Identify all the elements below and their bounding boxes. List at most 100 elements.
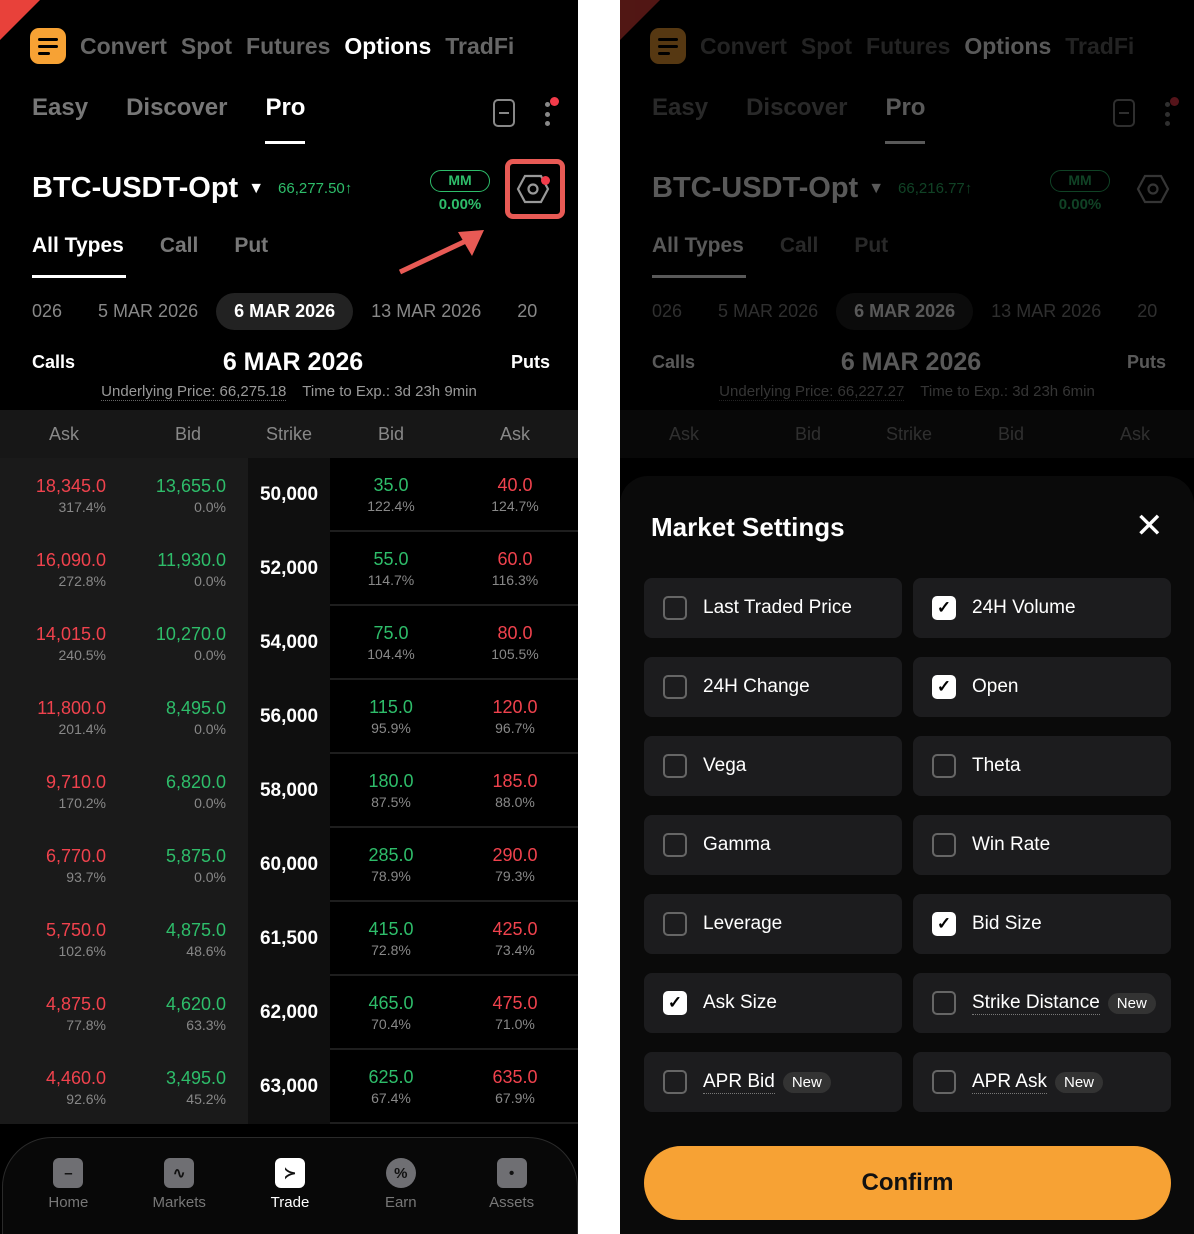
dimmed-background[interactable]: Convert Spot Futures Options TradFi Easy Disco… [620, 0, 1194, 1234]
put-bid[interactable]: 285.0 78.9% [330, 828, 452, 900]
tab-call[interactable]: Call [779, 234, 819, 257]
checkbox[interactable] [663, 675, 687, 699]
underlying-price[interactable]: Underlying Price: 66,227.27 [719, 383, 905, 401]
expiry-date-tab[interactable]: 20 [1137, 301, 1158, 321]
top-nav-tradfi[interactable]: TradFi [445, 32, 515, 59]
call-side[interactable]: 4,875.0 77.8% 4,620.0 63.3% [0, 976, 248, 1050]
put-side[interactable]: 285.0 78.9% 290.0 79.3% [330, 828, 578, 902]
nav-home[interactable]: – Home [23, 1158, 113, 1234]
top-nav-options[interactable]: Options [344, 32, 432, 59]
call-side[interactable]: 4,460.0 92.6% 3,495.0 45.2% [0, 1050, 248, 1124]
pair-selector[interactable]: BTC-USDT-Opt ▼ 66,277.50↑ [32, 172, 352, 205]
checkbox[interactable] [932, 991, 956, 1015]
call-bid[interactable]: 6,820.0 0.0% [128, 754, 248, 828]
setting-option[interactable]: Vega [644, 736, 902, 796]
put-bid[interactable]: 55.0 114.7% [330, 532, 452, 604]
call-side[interactable]: 9,710.0 170.2% 6,820.0 0.0% [0, 754, 248, 828]
call-side[interactable]: 5,750.0 102.6% 4,875.0 48.6% [0, 902, 248, 976]
tab-all-types[interactable]: All Types [652, 234, 746, 278]
top-nav-tradfi[interactable]: TradFi [1065, 32, 1135, 59]
top-nav-convert[interactable]: Convert [700, 32, 787, 59]
column-header-strike[interactable]: Strike [265, 423, 312, 444]
put-bid[interactable]: 35.0 122.4% [330, 458, 452, 530]
setting-option[interactable]: 24H Change [644, 657, 902, 717]
top-nav-futures[interactable]: Futures [866, 32, 951, 59]
put-side[interactable]: 75.0 104.4% 80.0 105.5% [330, 606, 578, 680]
mm-indicator[interactable]: MM 0.00% [1050, 170, 1110, 213]
expiry-date-tab[interactable]: 13 MAR 2026 [371, 301, 482, 321]
settings-gear-icon[interactable] [512, 172, 554, 206]
put-ask[interactable]: 80.0 105.5% [452, 606, 578, 678]
put-side[interactable]: 465.0 70.4% 475.0 71.0% [330, 976, 578, 1050]
call-side[interactable]: 6,770.0 93.7% 5,875.0 0.0% [0, 828, 248, 902]
checkbox[interactable] [932, 754, 956, 778]
tab-put[interactable]: Put [854, 234, 889, 257]
put-side[interactable]: 115.0 95.9% 120.0 96.7% [330, 680, 578, 754]
call-bid[interactable]: 11,930.0 0.0% [128, 532, 248, 606]
call-bid[interactable]: 3,495.0 45.2% [128, 1050, 248, 1124]
tab-pro[interactable]: Pro [885, 94, 926, 144]
tab-discover[interactable]: Discover [126, 94, 228, 121]
checkbox[interactable]: ✓ [932, 596, 956, 620]
checkbox[interactable] [663, 1070, 687, 1094]
setting-option[interactable]: Theta [913, 736, 1171, 796]
put-side[interactable]: 55.0 114.7% 60.0 116.3% [330, 532, 578, 606]
expiry-date-tab[interactable]: 6 MAR 2026 [836, 293, 974, 330]
expiry-date-tab[interactable]: 20 [517, 301, 538, 321]
call-ask[interactable]: 18,345.0 317.4% [0, 458, 128, 532]
nav-earn[interactable]: % Earn [356, 1158, 446, 1234]
pair-selector[interactable]: BTC-USDT-Opt ▼ 66,216.77↑ [652, 172, 972, 205]
put-side[interactable]: 625.0 67.4% 635.0 67.9% [330, 1050, 578, 1124]
setting-option[interactable]: Last Traded Price [644, 578, 902, 638]
setting-option[interactable]: Leverage [644, 894, 902, 954]
setting-option[interactable]: APR Ask New [913, 1052, 1171, 1112]
call-ask[interactable]: 14,015.0 240.5% [0, 606, 128, 680]
call-side[interactable]: 18,345.0 317.4% 13,655.0 0.0% [0, 458, 248, 532]
top-nav-futures[interactable]: Futures [246, 32, 331, 59]
checkbox[interactable] [932, 833, 956, 857]
put-ask[interactable]: 475.0 71.0% [452, 976, 578, 1048]
put-ask[interactable]: 60.0 116.3% [452, 532, 578, 604]
put-ask[interactable]: 290.0 79.3% [452, 828, 578, 900]
more-icon[interactable] [544, 102, 550, 126]
document-icon[interactable] [493, 99, 515, 127]
checkbox[interactable]: ✓ [932, 912, 956, 936]
top-nav-options[interactable]: Options [964, 32, 1052, 59]
put-side[interactable]: 35.0 122.4% 40.0 124.7% [330, 458, 578, 532]
put-ask[interactable]: 185.0 88.0% [452, 754, 578, 826]
expiry-date-tab[interactable]: 13 MAR 2026 [991, 301, 1102, 321]
put-ask[interactable]: 635.0 67.9% [452, 1050, 578, 1122]
call-bid[interactable]: 4,875.0 48.6% [128, 902, 248, 976]
setting-option[interactable]: ✓ 24H Volume [913, 578, 1171, 638]
close-icon[interactable]: ✕ [1135, 507, 1164, 545]
more-icon[interactable] [1164, 102, 1170, 126]
call-bid[interactable]: 10,270.0 0.0% [128, 606, 248, 680]
top-nav-spot[interactable]: Spot [800, 32, 853, 59]
column-header-strike[interactable]: Strike [885, 423, 932, 444]
checkbox[interactable] [663, 754, 687, 778]
setting-option[interactable]: APR Bid New [644, 1052, 902, 1112]
tab-pro[interactable]: Pro [265, 94, 306, 144]
confirm-button[interactable]: Confirm [644, 1146, 1171, 1220]
underlying-price[interactable]: Underlying Price: 66,275.18 [101, 383, 287, 401]
setting-option[interactable]: Gamma [644, 815, 902, 875]
call-side[interactable]: 11,800.0 201.4% 8,495.0 0.0% [0, 680, 248, 754]
nav-assets[interactable]: • Assets [467, 1158, 557, 1234]
mm-indicator[interactable]: MM 0.00% [430, 170, 490, 213]
checkbox[interactable]: ✓ [932, 675, 956, 699]
settings-gear-icon[interactable] [1132, 172, 1174, 206]
tab-easy[interactable]: Easy [32, 94, 89, 121]
nav-trade[interactable]: ≻ Trade [245, 1158, 335, 1234]
call-bid[interactable]: 5,875.0 0.0% [128, 828, 248, 902]
put-bid[interactable]: 415.0 72.8% [330, 902, 452, 974]
put-side[interactable]: 415.0 72.8% 425.0 73.4% [330, 902, 578, 976]
call-ask[interactable]: 4,460.0 92.6% [0, 1050, 128, 1124]
tab-put[interactable]: Put [234, 234, 269, 257]
call-bid[interactable]: 8,495.0 0.0% [128, 680, 248, 754]
top-nav-spot[interactable]: Spot [180, 32, 233, 59]
expiry-date-tab[interactable]: 5 MAR 2026 [98, 301, 199, 321]
call-ask[interactable]: 5,750.0 102.6% [0, 902, 128, 976]
menu-logo-icon[interactable] [30, 28, 66, 64]
put-bid[interactable]: 465.0 70.4% [330, 976, 452, 1048]
call-ask[interactable]: 6,770.0 93.7% [0, 828, 128, 902]
